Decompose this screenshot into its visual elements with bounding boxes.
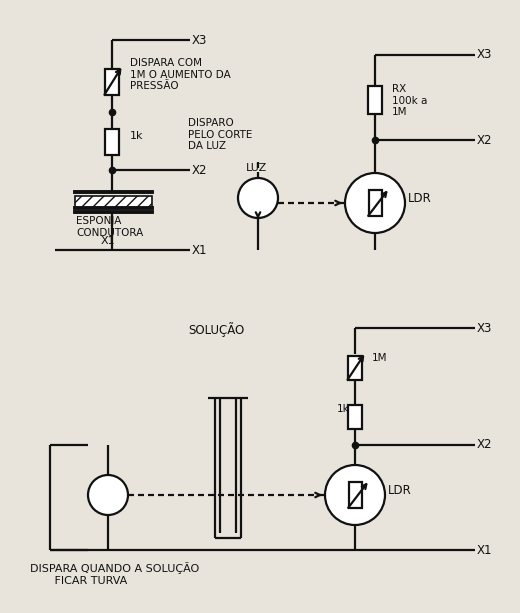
Text: X1: X1	[101, 236, 115, 246]
Text: X3: X3	[477, 48, 492, 61]
Text: 1M: 1M	[372, 353, 387, 363]
Bar	[105, 69, 119, 95]
Text: X1: X1	[477, 544, 492, 557]
Text: DISPARA COM
1M O AUMENTO DA
PRESSÃO: DISPARA COM 1M O AUMENTO DA PRESSÃO	[130, 58, 231, 91]
Text: X2: X2	[477, 438, 492, 452]
Text: RX
100k a
1M: RX 100k a 1M	[392, 84, 427, 117]
Text: 1k: 1k	[337, 404, 350, 414]
Text: X3: X3	[192, 34, 207, 47]
Text: DISPARA QUANDO A SOLUÇÃO
       FICAR TURVA: DISPARA QUANDO A SOLUÇÃO FICAR TURVA	[30, 562, 199, 585]
Circle shape	[325, 465, 385, 525]
Bar	[369, 190, 382, 216]
Text: X2: X2	[192, 164, 207, 177]
Bar	[368, 86, 382, 114]
Bar	[105, 129, 119, 155]
Text: X1: X1	[192, 243, 207, 256]
Text: X3: X3	[477, 321, 492, 335]
Text: 1k: 1k	[130, 131, 144, 141]
Bar	[75, 196, 152, 208]
Circle shape	[238, 178, 278, 218]
Text: LDR: LDR	[388, 484, 412, 497]
Text: DISPARO
PELO CORTE
DA LUZ: DISPARO PELO CORTE DA LUZ	[188, 118, 252, 151]
Text: X2: X2	[477, 134, 492, 147]
Bar	[348, 405, 362, 429]
Text: LDR: LDR	[408, 191, 432, 205]
Circle shape	[345, 173, 405, 233]
Text: LUZ: LUZ	[246, 163, 267, 173]
Circle shape	[88, 475, 128, 515]
Text: SOLUÇÃO: SOLUÇÃO	[188, 322, 244, 337]
Text: ESPONJA
CONDUTORA: ESPONJA CONDUTORA	[76, 216, 143, 238]
Bar	[348, 482, 361, 508]
Bar	[348, 356, 362, 380]
